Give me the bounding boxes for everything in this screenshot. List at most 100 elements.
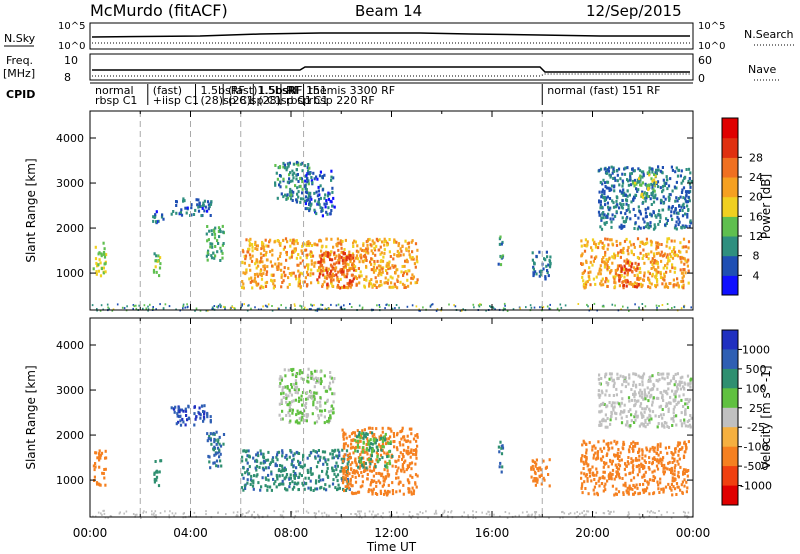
- echo-cell: [355, 491, 358, 495]
- echo-cell: [243, 261, 246, 265]
- echo-cell: [647, 399, 650, 403]
- echo-cell: [262, 452, 265, 456]
- echo-cell: [671, 217, 674, 221]
- echo-cell: [636, 227, 639, 231]
- echo-cell: [354, 457, 357, 461]
- echo-cell: [305, 401, 308, 405]
- echo-cell: [633, 178, 637, 182]
- echo-cell: [306, 283, 309, 287]
- colorbar-swatch: [722, 349, 738, 370]
- echo-cell: [674, 266, 677, 270]
- echo-cell: [374, 253, 377, 257]
- echo-cell: [682, 405, 685, 408]
- echo-cell: [585, 460, 588, 463]
- echo-cell: [644, 225, 648, 229]
- echo-cell: [330, 209, 333, 212]
- echo-cell: [662, 372, 665, 376]
- echo-cell: [660, 199, 663, 203]
- echo-cell: [687, 258, 690, 262]
- echo-cell: [254, 240, 257, 244]
- echo-cell: [647, 481, 650, 485]
- echo-cell: [544, 276, 547, 280]
- echo-cell: [630, 243, 633, 247]
- echo-cell: [391, 489, 394, 492]
- echo-cell: [415, 258, 418, 262]
- echo-cell: [102, 252, 105, 256]
- echo-cell: [633, 403, 636, 407]
- echo-cell: [271, 264, 274, 268]
- echo-cell: [353, 431, 356, 435]
- ground-scatter-cell: [343, 304, 345, 307]
- echo-cell: [187, 404, 190, 408]
- echo-cell: [325, 202, 328, 206]
- echo-cell: [591, 238, 595, 242]
- echo-cell: [679, 488, 682, 492]
- echo-cell: [287, 394, 290, 398]
- echo-cell: [615, 387, 618, 391]
- echo-cell: [602, 470, 605, 474]
- ground-scatter-cell: [279, 514, 282, 517]
- echo-cell: [311, 472, 314, 476]
- echo-cell: [342, 252, 345, 256]
- echo-cell: [318, 174, 322, 178]
- echo-cell: [329, 258, 332, 262]
- ground-scatter-cell: [375, 514, 378, 517]
- ground-scatter-cell: [506, 310, 509, 312]
- echo-cell: [612, 394, 615, 397]
- echo-cell: [548, 458, 551, 462]
- ground-scatter-cell: [539, 515, 541, 518]
- echo-cell: [326, 254, 329, 258]
- echo-cell: [662, 188, 665, 192]
- echo-cell: [267, 473, 270, 477]
- echo-cell: [295, 198, 298, 202]
- echo-cell: [658, 491, 661, 494]
- ground-scatter-cell: [419, 511, 421, 514]
- echo-cell: [254, 280, 257, 284]
- echo-cell: [319, 377, 323, 381]
- echo-cell: [653, 223, 656, 227]
- echo-cell: [100, 267, 103, 271]
- echo-cell: [687, 240, 691, 244]
- echo-cell: [307, 182, 310, 186]
- ground-scatter-cell: [539, 306, 541, 309]
- echo-cell: [642, 200, 645, 204]
- echo-cell: [278, 174, 282, 177]
- echo-cell: [660, 250, 663, 254]
- ground-scatter-cell: [153, 515, 156, 518]
- ground-scatter-cell: [135, 304, 137, 307]
- echo-cell: [395, 240, 398, 244]
- echo-cell: [295, 413, 298, 417]
- echo-cell: [545, 264, 548, 268]
- echo-cell: [350, 280, 353, 284]
- echo-cell: [326, 286, 329, 290]
- echo-cell: [604, 203, 607, 207]
- echo-cell: [378, 271, 381, 275]
- echo-cell: [629, 424, 632, 428]
- echo-cell: [534, 479, 537, 483]
- echo-cell: [635, 187, 638, 191]
- echo-cells: [92, 367, 694, 519]
- echo-cell: [622, 251, 625, 255]
- echo-cell: [176, 412, 179, 416]
- echo-cell: [624, 212, 627, 216]
- echo-cell: [549, 255, 552, 259]
- echo-cell: [654, 174, 657, 178]
- echo-cell: [689, 221, 693, 225]
- echo-cell: [332, 411, 335, 415]
- echo-cell: [254, 459, 257, 463]
- echo-cell: [302, 466, 305, 470]
- echo-cell: [324, 458, 327, 462]
- echo-cell: [329, 272, 332, 276]
- echo-cell: [332, 407, 335, 411]
- echo-cell: [343, 252, 346, 256]
- echo-cell: [208, 229, 211, 233]
- echo-cell: [605, 258, 608, 262]
- echo-cell: [317, 185, 320, 189]
- echo-cell: [280, 417, 283, 421]
- echo-cell: [213, 232, 217, 236]
- echo-cell: [266, 485, 269, 489]
- echo-cell: [666, 262, 669, 266]
- echo-cell: [610, 475, 613, 479]
- echo-cell: [643, 407, 646, 411]
- echo-cell: [209, 242, 212, 246]
